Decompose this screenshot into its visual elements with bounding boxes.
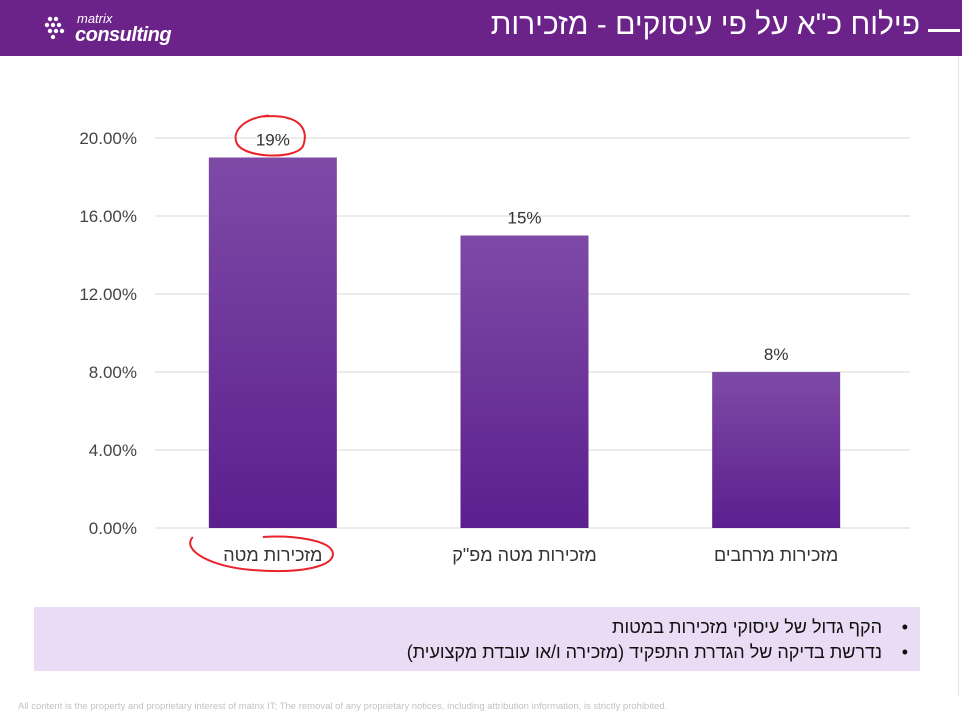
data-label: 15% [507, 209, 541, 228]
title-dash [928, 29, 960, 32]
header-bar: matrix consulting פילוח כ"א על פי עיסוקי… [0, 0, 962, 56]
notes-box: • הקף גדול של עיסוקי מזכירות במטות • נדר… [34, 607, 920, 671]
annotation-circle-category [189, 535, 334, 573]
y-tick-label: 8.00% [89, 363, 137, 382]
bars [208, 157, 841, 528]
bar [460, 235, 589, 528]
category-label: מזכירות מרחבים [714, 545, 838, 565]
y-tick-label: 4.00% [89, 441, 137, 460]
category-label: מזכירות מטה [223, 545, 322, 565]
slide-edge-rule [958, 56, 959, 696]
bullet-icon: • [901, 642, 908, 662]
note-item: • הקף גדול של עיסוקי מזכירות במטות [34, 615, 908, 640]
note-text: נדרשת בדיקה של הגדרת התפקיד (מזכירה ו/או… [406, 642, 882, 662]
footer-disclaimer: All content is the property and propriet… [18, 701, 668, 712]
logo-dots-icon [44, 16, 65, 40]
bar [208, 157, 337, 528]
note-item: • נדרשת בדיקה של הגדרת התפקיד (מזכירה ו/… [34, 640, 908, 665]
logo-word-matrix: matrix [77, 10, 113, 26]
category-labels: מזכירות מטה מזכירות מטה מפ"ק מזכירות מרחבי… [223, 545, 838, 565]
bullet-icon: • [901, 617, 908, 637]
page-title: פילוח כ"א על פי עיסוקים - מזכירות [490, 8, 920, 41]
data-labels: 19% 15% 8% [256, 131, 789, 365]
logo-word-consulting: consulting [75, 23, 172, 46]
y-tick-label: 0.00% [89, 519, 137, 538]
annotations [189, 114, 334, 573]
note-text: הקף גדול של עיסוקי מזכירות במטות [612, 617, 882, 637]
annotation-circle-label [234, 114, 306, 157]
y-tick-label: 16.00% [79, 207, 137, 226]
bar [712, 372, 841, 528]
bar-chart: 0.00% 4.00% 8.00% 12.00% 16.00% 20.00% 19% 15%… [79, 114, 910, 573]
y-tick-label: 20.00% [79, 129, 137, 148]
data-label: 19% [256, 131, 290, 150]
data-label: 8% [764, 345, 789, 364]
y-tick-label: 12.00% [79, 285, 137, 304]
logo: matrix consulting [42, 10, 172, 46]
y-axis-ticks: 0.00% 4.00% 8.00% 12.00% 16.00% 20.00% [79, 129, 137, 538]
category-label: מזכירות מטה מפ"ק [452, 545, 597, 565]
